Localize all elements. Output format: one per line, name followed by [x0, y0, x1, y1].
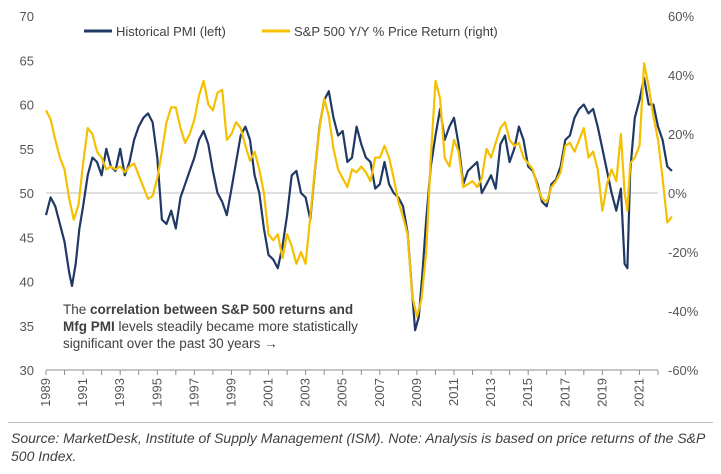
left-tick-label: 50 — [20, 186, 34, 201]
footer-divider — [8, 422, 713, 423]
chart-legend: Historical PMI (left) S&P 500 Y/Y % Pric… — [84, 24, 498, 39]
right-axis-ticks: 60% 40% 20% 0% -20% -40% -60% — [668, 9, 699, 378]
x-tick-label: 2001 — [261, 378, 276, 407]
x-tick-label: 2017 — [557, 378, 572, 407]
annotation-suffix: levels steadily became more statisticall… — [63, 319, 358, 351]
left-tick-label: 45 — [20, 230, 34, 245]
x-axis-ticks: 1989 1991 1993 1995 1997 1999 2001 2003 2005 2007… — [38, 370, 659, 407]
legend-label-sp500: S&P 500 Y/Y % Price Return (right) — [294, 24, 498, 39]
x-tick-label: 1993 — [112, 378, 127, 407]
x-tick-label: 2019 — [594, 378, 609, 407]
sp500-series-line — [45, 62, 673, 318]
pmi-vs-sp500-chart: 70 65 60 55 50 45 40 35 30 60% 40% 20% 0% -20% -40% -6… — [20, 9, 699, 407]
chart-annotation: The correlation between S&P 500 returns … — [63, 301, 363, 352]
annotation-bold: correlation between S&P 500 returns and … — [63, 302, 354, 334]
legend-label-pmi: Historical PMI (left) — [116, 24, 226, 39]
right-tick-label: -40% — [668, 304, 699, 319]
right-tick-label: 0% — [668, 186, 687, 201]
left-tick-label: 60 — [20, 98, 34, 113]
right-tick-label: 40% — [668, 68, 694, 83]
x-tick-label: 2015 — [520, 378, 535, 407]
x-tick-label: 2003 — [298, 378, 313, 407]
x-tick-label: 1999 — [223, 378, 238, 407]
right-tick-label: 20% — [668, 127, 694, 142]
x-tick-label: 1989 — [38, 378, 53, 407]
left-tick-label: 70 — [20, 9, 34, 24]
x-tick-label: 2007 — [372, 378, 387, 407]
annotation-prefix: The — [63, 302, 91, 317]
x-tick-label: 1995 — [149, 378, 164, 407]
x-tick-label: 2021 — [631, 378, 646, 407]
x-tick-label: 2009 — [409, 378, 424, 407]
x-tick-label: 1991 — [75, 378, 90, 407]
x-tick-label: 2011 — [446, 378, 461, 406]
x-tick-label: 1997 — [186, 378, 201, 407]
left-axis-ticks: 70 65 60 55 50 45 40 35 30 — [20, 9, 34, 378]
x-tick-label: 2005 — [335, 378, 350, 407]
source-footnote: Source: MarketDesk, Institute of Supply … — [11, 430, 705, 464]
x-tick-label: 2013 — [483, 378, 498, 407]
left-tick-label: 40 — [20, 275, 34, 290]
right-tick-label: -20% — [668, 245, 699, 260]
right-tick-label: 60% — [668, 9, 694, 24]
left-tick-label: 65 — [20, 53, 34, 68]
left-tick-label: 35 — [20, 319, 34, 334]
left-tick-label: 30 — [20, 363, 34, 378]
pmi-series-line — [44, 76, 673, 332]
right-tick-label: -60% — [668, 363, 699, 378]
left-tick-label: 55 — [20, 142, 34, 157]
